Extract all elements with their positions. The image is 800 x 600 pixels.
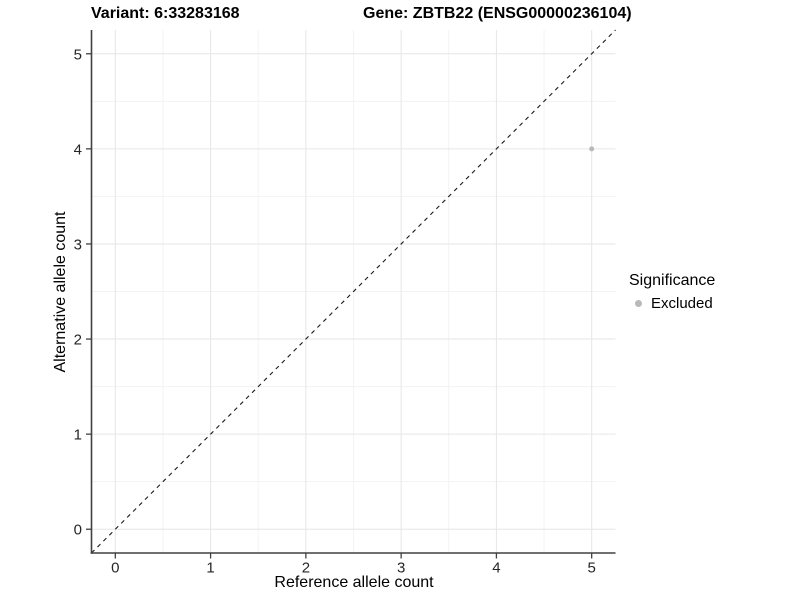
x-tick-label: 3 [397, 560, 405, 577]
data-point[interactable] [589, 146, 595, 152]
legend-entry-label: Excluded [651, 294, 713, 312]
x-tick-label: 5 [588, 560, 596, 577]
x-tick-label: 2 [302, 560, 310, 577]
y-tick-label: 0 [74, 522, 82, 539]
plot-title-gene: Gene: ZBTB22 (ENSG00000236104) [363, 5, 632, 22]
y-tick-label: 3 [74, 236, 82, 253]
legend-title: Significance [629, 272, 716, 289]
legend: Significance Excluded [629, 271, 715, 312]
identity-line [91, 29, 616, 554]
x-tick-label: 1 [206, 560, 214, 577]
legend-point-icon [635, 299, 642, 307]
y-tick-label: 5 [74, 46, 82, 63]
x-axis-title: Reference allele count [274, 574, 434, 591]
x-tick-label: 0 [111, 560, 119, 577]
plot-title-variant: Variant: 6:33283168 [91, 5, 240, 22]
legend-entry-excluded: Excluded [629, 294, 715, 312]
y-tick-label: 1 [74, 427, 82, 444]
y-tick-label: 2 [74, 332, 82, 349]
y-tick-label: 4 [74, 141, 82, 158]
x-tick-label: 4 [492, 560, 500, 577]
y-axis-title: Alternative allele count [52, 211, 69, 373]
